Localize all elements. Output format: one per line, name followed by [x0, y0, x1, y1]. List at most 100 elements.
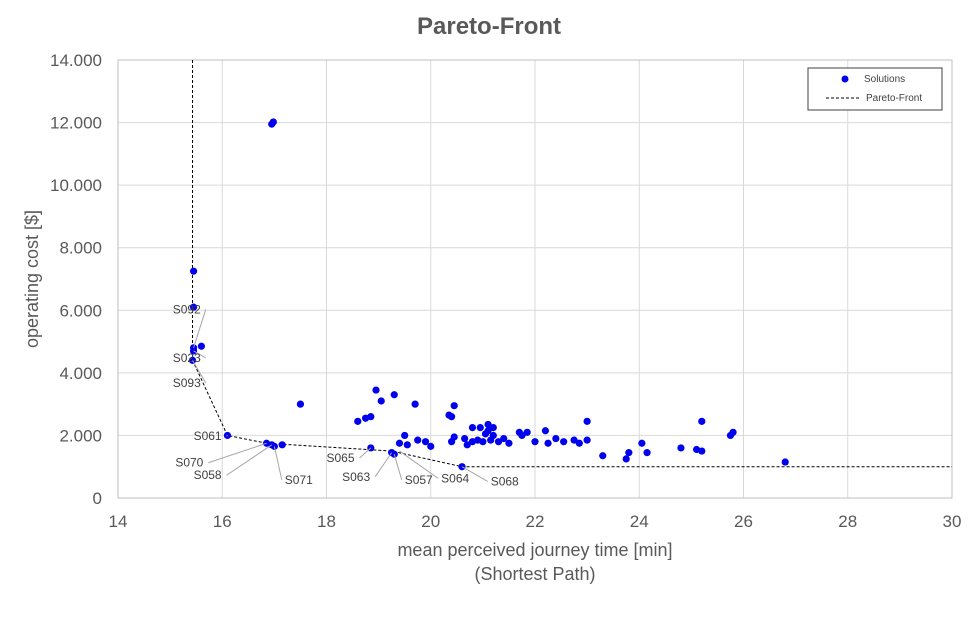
pareto-front-line [192, 60, 952, 468]
y-tick-label: 2.000 [59, 426, 102, 445]
annotation-leader [393, 454, 403, 481]
annotation-leader [226, 444, 273, 476]
y-tick-label: 0 [93, 489, 102, 508]
annotation-leader [359, 447, 372, 459]
legend-solutions-label: Solutions [864, 74, 905, 85]
annotation-label: S092 [173, 302, 201, 316]
annotation-label: S023 [173, 351, 201, 365]
annotation-label: S061 [194, 429, 222, 443]
solution-point [484, 420, 492, 429]
y-tick-label: 4.000 [59, 364, 102, 383]
solution-point [390, 391, 398, 399]
solution-point [552, 434, 560, 443]
solution-point [781, 458, 789, 466]
solution-point [729, 428, 737, 436]
annotation-leader [193, 309, 207, 348]
solution-point [479, 438, 487, 446]
annotation-label: S093 [173, 376, 201, 390]
solution-point [523, 428, 531, 436]
solution-point [541, 427, 550, 435]
solution-point [476, 424, 484, 432]
solution-point [450, 402, 458, 410]
y-tick-label: 12.000 [50, 114, 102, 133]
annotation-label: S068 [491, 474, 519, 488]
x-axis-label: mean perceived journey time [min] [397, 540, 672, 560]
legend: Solutions Pareto-Front [807, 67, 943, 111]
solution-point [468, 424, 477, 432]
annotation-leader [226, 435, 228, 437]
solution-point [489, 431, 497, 440]
solution-point [518, 431, 526, 440]
x-tick-label: 16 [213, 512, 232, 531]
solution-point [494, 438, 503, 446]
y-tick-label: 14.000 [50, 51, 102, 70]
annotation-leader [374, 452, 393, 478]
annotation-leader [399, 450, 439, 479]
solution-point [489, 424, 497, 432]
x-tick-label: 18 [317, 512, 336, 531]
solution-point [403, 441, 411, 449]
y-axis: 0 2.000 4.000 6.000 8.000 10.000 12.000 14.000 [50, 51, 102, 508]
solution-point [698, 417, 706, 425]
x-tick-label: 22 [526, 512, 545, 531]
legend-solutions-marker [841, 75, 849, 83]
solution-point [421, 438, 430, 446]
solution-point [461, 434, 469, 443]
plot-area [117, 59, 953, 499]
legend-box [807, 67, 943, 111]
annotation-leader [461, 466, 488, 482]
solution-point [377, 397, 385, 405]
solutions-series [188, 118, 789, 471]
solution-point [269, 118, 277, 126]
y-tick-label: 10.000 [50, 176, 102, 195]
solution-point [372, 386, 380, 394]
x-tick-label: 20 [421, 512, 440, 531]
y-tick-label: 8.000 [59, 239, 102, 258]
solution-point [448, 413, 456, 421]
y-axis-label: operating cost [$] [22, 210, 42, 348]
solution-point [197, 342, 205, 350]
y-tick-label: 6.000 [59, 301, 102, 320]
annotation-label: S057 [405, 473, 433, 487]
solution-point [414, 436, 422, 444]
annotation-label: S058 [194, 468, 222, 482]
solution-point [531, 438, 539, 446]
solution-point [484, 427, 492, 435]
solution-point [505, 439, 513, 447]
solution-point [583, 436, 591, 444]
solution-point [560, 438, 568, 446]
solution-point [500, 434, 508, 443]
solution-point [296, 400, 305, 408]
solution-point [622, 455, 630, 463]
solution-point [698, 447, 706, 455]
x-axis-label-secondary: (Shortest Path) [474, 564, 595, 584]
solution-point [570, 436, 578, 444]
solution-point [189, 347, 198, 355]
legend-pareto-label: Pareto-Front [866, 93, 922, 104]
annotation-label: S071 [285, 473, 313, 487]
solution-point [575, 439, 583, 447]
annotation-label: S063 [342, 470, 370, 484]
solution-point [354, 417, 362, 425]
solution-point [367, 413, 375, 421]
solution-point [411, 400, 419, 408]
solution-point [427, 442, 435, 450]
solution-point [583, 417, 591, 425]
solution-point [625, 449, 633, 457]
annotation-label: S064 [441, 471, 469, 485]
annotation-label: S065 [327, 451, 355, 465]
solution-point [643, 449, 651, 457]
annotation-label: S070 [175, 456, 203, 470]
solution-point [544, 439, 552, 447]
x-tick-label: 26 [734, 512, 753, 531]
x-tick-label: 24 [630, 512, 649, 531]
annotation-leader [273, 446, 283, 481]
x-tick-label: 28 [838, 512, 857, 531]
solution-point [450, 433, 458, 441]
x-tick-label: 14 [109, 512, 128, 531]
pareto-front-series [192, 60, 952, 468]
chart-title: Pareto-Front [417, 13, 561, 40]
solution-point [463, 441, 471, 449]
